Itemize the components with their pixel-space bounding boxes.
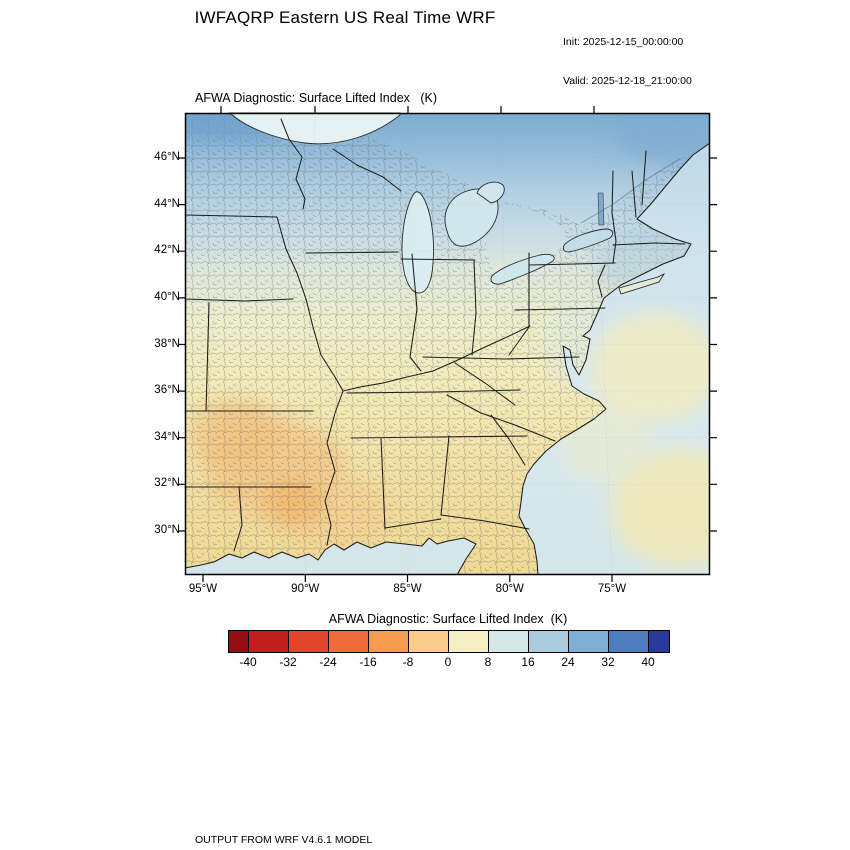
colorbar-cell xyxy=(649,631,669,652)
colorbar-tick-label: -32 xyxy=(279,655,297,669)
map-frame xyxy=(184,112,711,576)
colorbar-cell xyxy=(369,631,409,652)
colorbar-cell xyxy=(249,631,289,652)
lake-huron xyxy=(444,188,499,247)
footer: OUTPUT FROM WRF V4.6.1 MODEL WE = 310 ; … xyxy=(195,808,608,850)
colorbar-cell xyxy=(569,631,609,652)
colorbar-cell xyxy=(409,631,449,652)
state-boundaries xyxy=(184,118,686,552)
lat-tick-label: 32°N xyxy=(154,477,180,490)
map-panel xyxy=(178,106,717,582)
georgian-bay xyxy=(476,181,505,204)
great-lakes xyxy=(228,112,614,294)
colorbar-cell xyxy=(489,631,529,652)
colorbar-tick-label: -8 xyxy=(402,655,414,669)
coastline xyxy=(184,142,711,576)
plot-title: AFWA Diagnostic: Surface Lifted Index (K… xyxy=(195,91,437,105)
colorbar-tick-label: 40 xyxy=(641,655,655,669)
colorbar-tick-label: 16 xyxy=(521,655,535,669)
colorbar-cell xyxy=(289,631,329,652)
colorbar-tick-label: 8 xyxy=(484,655,492,669)
colorbar-title: AFWA Diagnostic: Surface Lifted Index (K… xyxy=(328,612,568,626)
lon-tick-label: 80°W xyxy=(495,583,524,595)
lat-tick-label: 34°N xyxy=(154,430,180,443)
colorbar-tick-label: 0 xyxy=(444,655,452,669)
lat-tick-label: 44°N xyxy=(154,197,180,210)
lon-tick-label: 90°W xyxy=(291,583,320,595)
init-time: Init: 2025-12-15_00:00:00 xyxy=(563,36,684,48)
colorbar-tick-label: -16 xyxy=(359,655,377,669)
lat-tick-label: 42°N xyxy=(154,244,180,257)
lat-tick-label: 46°N xyxy=(154,151,180,163)
lon-tick-label: 75°W xyxy=(597,583,627,595)
lake-superior xyxy=(228,112,401,145)
footer-model: OUTPUT FROM WRF V4.6.1 MODEL xyxy=(195,834,373,846)
colorbar-tick-label: 32 xyxy=(601,655,615,669)
lat-tick-label: 40°N xyxy=(154,290,180,303)
valid-time: Valid: 2025-12-18_21:00:00 xyxy=(563,75,692,87)
lat-tick-label: 36°N xyxy=(154,384,180,397)
axis-ticks xyxy=(178,106,717,582)
page-title: IWFAQRP Eastern US Real Time WRF xyxy=(194,8,496,27)
colorbar-cell xyxy=(329,631,369,652)
colorbar-tick-label: -40 xyxy=(239,655,257,669)
colorbar-cell xyxy=(229,631,249,652)
lon-tick-label: 85°W xyxy=(393,583,422,595)
run-times: Init: 2025-12-15_00:00:00 Valid: 2025-12… xyxy=(563,10,692,114)
colorbar-cell xyxy=(529,631,569,652)
colorbar-tick-label: 24 xyxy=(561,655,575,669)
lake-michigan xyxy=(401,191,434,294)
lake-champlain xyxy=(597,192,605,226)
colorbar-cell xyxy=(449,631,489,652)
lifted-index-map xyxy=(178,106,717,582)
lat-tick-label: 38°N xyxy=(154,337,180,350)
colorbar-tick-label: -24 xyxy=(319,655,337,669)
lat-tick-label: 30°N xyxy=(154,524,180,536)
lon-tick-label: 95°W xyxy=(188,583,218,595)
colorbar-cell xyxy=(609,631,649,652)
long-island xyxy=(618,273,666,295)
lake-erie xyxy=(490,253,555,285)
colorbar xyxy=(228,630,670,653)
graticule xyxy=(185,113,710,575)
